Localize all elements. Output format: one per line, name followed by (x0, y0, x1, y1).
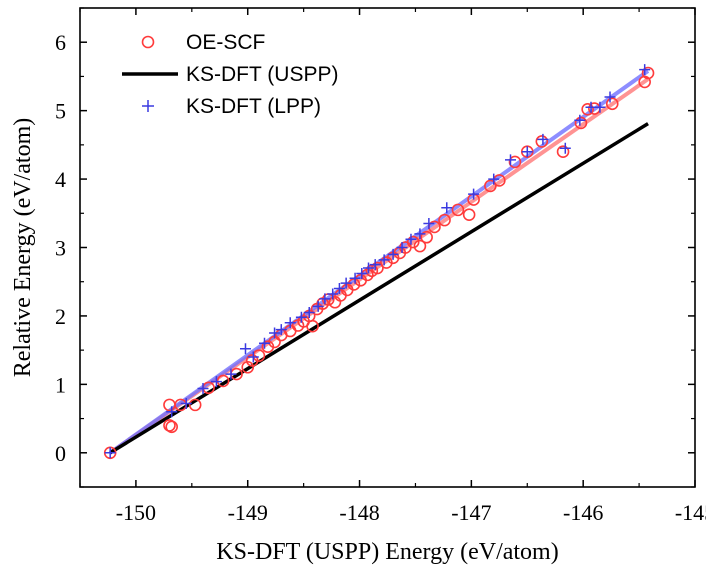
y-tick-label-0: 0 (55, 441, 66, 466)
lpp-point-17 (333, 283, 345, 295)
lpp-point-7 (247, 351, 259, 363)
lpp-point-9 (269, 327, 281, 339)
uspp-line (109, 122, 649, 455)
lpp-point-32 (505, 154, 516, 166)
lpp-point-36 (574, 114, 586, 126)
oe-scf-point-40 (451, 203, 465, 217)
oe-scf-point-2 (163, 419, 176, 432)
series-layer (103, 64, 655, 460)
x-tick-label-2: -148 (339, 500, 379, 525)
oe-scf-point-49 (574, 116, 588, 130)
x-tick-label-0: -150 (116, 500, 156, 525)
oe-scf-point-36 (413, 239, 427, 253)
x-tick-label-4: -146 (563, 500, 603, 525)
oe-scf-point-39 (438, 213, 451, 227)
lpp-point-16 (327, 288, 339, 300)
x-tick-label-3: -147 (451, 500, 491, 525)
lpp-point-23 (378, 254, 390, 266)
y-tick-label-3: 3 (55, 236, 66, 261)
x-tick-label-1: -149 (228, 500, 268, 525)
lpp-point-20 (356, 268, 368, 280)
x-axis-title: KS-DFT (USPP) Energy (eV/atom) (216, 539, 558, 565)
y-tick-label-2: 2 (55, 304, 66, 329)
x-tick-label-5: -145 (675, 500, 706, 525)
oe-scf-point-43 (484, 179, 497, 193)
oe-scf-point-5 (188, 398, 202, 412)
lpp-point-8 (259, 337, 270, 349)
lpp-point-21 (362, 262, 374, 274)
lpp-point-18 (340, 277, 352, 289)
lpp-point-22 (369, 259, 381, 271)
lpp-point-11 (284, 317, 296, 329)
oe-scf-point-41 (462, 208, 476, 221)
y-tick-label-1: 1 (55, 372, 66, 397)
lpp-point-34 (537, 133, 549, 145)
oe-scf-point-54 (641, 66, 655, 80)
axes-layer: -150 -149 -148 -147 -146 -145 0 1 2 3 4 5 6 KS-DFT (U… (10, 7, 706, 565)
oe-scf-point-45 (508, 155, 522, 169)
lpp-point-2 (180, 398, 192, 410)
legend-oe-scf-label: OE-SCF (186, 31, 265, 54)
lpp-point-28 (423, 218, 435, 230)
oe-scf-point-3 (165, 420, 178, 434)
lpp-point-5 (225, 368, 237, 380)
oe-scf-point-19 (306, 319, 319, 333)
lpp-point-33 (521, 146, 533, 158)
lpp-point-3 (197, 382, 209, 394)
legend-lpp-label: KS-DFT (LPP) (186, 95, 321, 118)
oe-scf-point-47 (535, 135, 549, 148)
lpp-point-26 (405, 233, 417, 245)
lpp-point-4 (210, 376, 222, 388)
y-axis-title: Relative Energy (eV/atom) (10, 118, 36, 377)
legend-uspp-label: KS-DFT (USPP) (186, 63, 338, 86)
legend: OE-SCF KS-DFT (USPP) KS-DFT (LPP) (122, 31, 338, 118)
lpp-point-19 (349, 272, 361, 284)
lpp-point-31 (488, 173, 500, 185)
lpp-point-40 (639, 64, 651, 76)
lpp-point-1 (166, 406, 178, 418)
lpp-point-10 (275, 324, 287, 336)
legend-oe-scf-marker (141, 35, 155, 49)
lpp-point-12 (295, 311, 307, 323)
lpp-point-29 (441, 202, 453, 214)
lpp-point-35 (559, 142, 571, 154)
lpp-point-13 (303, 307, 315, 319)
lpp-point-27 (414, 228, 426, 240)
oe-scf-point-37 (420, 230, 433, 244)
legend-lpp-marker (142, 100, 154, 112)
lpp-fit-line (109, 69, 650, 455)
oe-scf-point-9 (241, 360, 255, 374)
lpp-point-39 (604, 91, 616, 103)
lpp-point-6 (239, 343, 251, 355)
lpp-point-14 (312, 300, 324, 312)
lpp-point-25 (396, 242, 408, 253)
oe-scf-point-48 (556, 145, 570, 158)
y-tick-label-5: 5 (55, 99, 66, 124)
lpp-point-24 (387, 248, 399, 260)
oe-scf-point-35 (406, 235, 420, 249)
oe-scf-point-52 (605, 97, 619, 111)
y-tick-label-4: 4 (55, 167, 66, 192)
lpp-point-15 (319, 293, 331, 305)
lpp-point-0 (104, 447, 116, 459)
oe-scf-point-50 (581, 102, 594, 116)
y-tick-label-6: 6 (55, 30, 66, 55)
lpp-point-30 (468, 188, 480, 200)
lpp-point-38 (594, 101, 606, 113)
